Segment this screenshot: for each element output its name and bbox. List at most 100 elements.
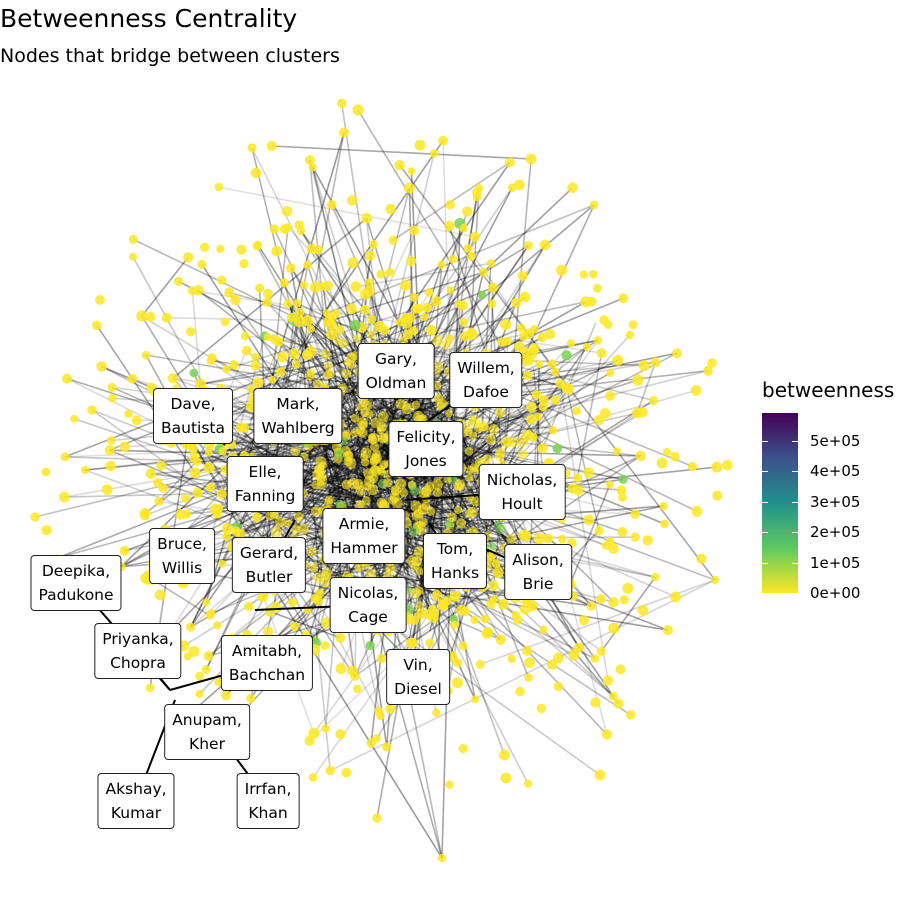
edge [467,196,478,249]
node [525,153,537,165]
node [372,813,382,823]
node [247,143,257,153]
node [385,562,396,573]
node [487,282,498,293]
node [206,356,216,366]
node [617,527,628,537]
node [305,346,317,358]
edge [178,280,391,394]
edge [124,405,544,552]
node [432,488,443,498]
node [456,518,466,529]
node-label-last: Padukone [38,586,114,604]
node [194,378,207,390]
node [406,256,417,267]
node [366,329,377,340]
node [662,447,672,457]
node [276,351,288,363]
node [213,621,222,630]
node-label-last: Hammer [330,539,398,557]
edge [66,377,416,492]
node [322,309,331,318]
node [500,319,512,331]
node [572,484,584,496]
node [96,361,107,372]
node [411,304,421,314]
node [320,641,330,651]
node [596,646,607,656]
node [518,529,530,542]
node [703,365,713,376]
node [394,159,405,171]
node [426,507,436,516]
node [303,260,312,270]
node [593,336,603,345]
node [582,342,592,352]
node [445,200,455,210]
node [370,417,382,429]
edge [356,491,656,578]
node [370,465,382,477]
node-label: Gerard, Butler [231,537,307,593]
node [195,689,204,699]
node [236,244,247,255]
edge [636,362,657,414]
node [348,477,360,489]
node-label-first: Armie, [338,515,390,533]
node [539,625,548,634]
node [488,580,499,591]
node [376,269,386,279]
node [379,460,389,469]
node [552,443,563,454]
node [590,654,600,663]
node [335,499,346,510]
node [445,780,454,789]
node [270,601,282,613]
node [298,523,309,535]
edge [410,171,422,377]
node [275,516,286,528]
edge [387,432,506,756]
node [379,325,390,335]
node [507,654,517,663]
node [360,447,372,459]
node-label-last: Diesel [394,680,442,698]
node [557,534,567,544]
edge [271,227,289,380]
node [605,391,616,401]
node [528,432,538,442]
node [410,562,419,571]
node [523,370,533,381]
node [632,374,644,386]
node [475,659,485,669]
node [145,468,157,480]
node [722,459,733,471]
node [129,252,137,261]
node-label-last: Brie [522,575,554,593]
node [524,673,533,682]
node [523,240,534,251]
node [543,533,554,544]
node [465,473,474,482]
node [486,541,497,552]
node [350,281,362,293]
node [508,437,519,448]
node-label-first: Tom, [436,540,474,558]
node [432,479,443,490]
node [586,601,596,611]
node [326,199,337,210]
node [339,127,349,138]
node [514,341,525,352]
node [58,491,70,503]
node [104,445,115,456]
node-label-first: Bruce, [157,535,207,553]
node-label-first: Mark, [276,395,320,413]
node [230,294,241,306]
node [596,594,606,604]
node-label-first: Dave, [170,395,216,413]
node-label: Elle, Fanning [226,456,304,512]
node-label: Irrfan, Khan [236,773,300,829]
edge [329,579,716,772]
node [507,183,517,192]
node [453,481,463,491]
